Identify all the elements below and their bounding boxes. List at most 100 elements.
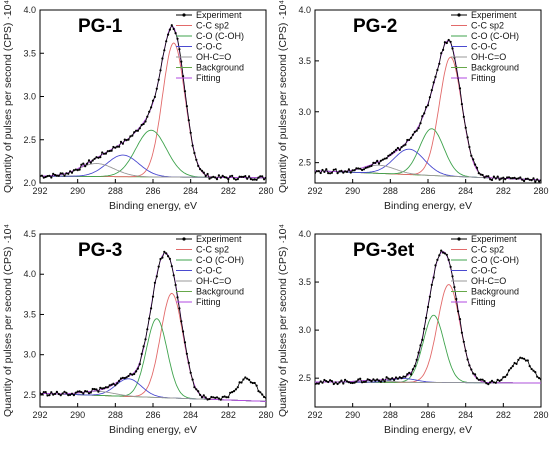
experiment-point [513, 361, 516, 365]
experiment-point [210, 176, 213, 179]
experiment-point [411, 368, 414, 371]
experiment-point [428, 295, 431, 298]
y-tick-label: 3.0 [23, 92, 36, 102]
experiment-point [72, 394, 75, 397]
experiment-point [161, 256, 164, 259]
experiment-point [498, 178, 501, 181]
experiment-point [440, 249, 443, 252]
experiment-point [421, 115, 424, 118]
experiment-point [485, 382, 488, 385]
experiment-point [319, 171, 322, 175]
experiment-point [87, 159, 91, 162]
experiment-point [487, 175, 490, 178]
legend-marker-experiment [182, 237, 186, 241]
experiment-point [44, 391, 47, 394]
y-tick-label: 3.0 [298, 325, 311, 335]
experiment-point [524, 359, 527, 362]
experiment-point [180, 320, 183, 323]
x-tick-label: 290 [70, 186, 85, 196]
panel-pg-3: 292 290 288 286 284 282 280 2.5 3.0 3.5 4.0 4.5 Bind… [0, 224, 275, 448]
experiment-point [321, 168, 324, 172]
experiment-point [54, 392, 57, 395]
experiment-point [364, 380, 367, 383]
experiment-point [442, 48, 445, 52]
legend-label-c-o-c-oh: C-O (C-OH) [471, 255, 519, 265]
experiment-point [349, 171, 352, 174]
x-tick-label: 288 [108, 186, 123, 196]
experiment-point [462, 340, 465, 343]
experiment-point [150, 307, 153, 310]
experiment-point [193, 151, 196, 155]
experiment-point [116, 145, 119, 148]
experiment-point [483, 176, 486, 179]
panel-pg-1: 292 290 288 286 284 282 280 2.0 2.5 3.0 3.5 4.0 Bind… [0, 0, 275, 224]
experiment-point [76, 169, 79, 172]
legend-label-experiment: Experiment [196, 234, 242, 244]
experiment-point [167, 255, 170, 258]
experiment-point [248, 175, 251, 178]
experiment-point [219, 398, 222, 401]
experiment-point [61, 392, 64, 395]
experiment-point [481, 173, 484, 177]
experiment-point [340, 169, 343, 172]
experiment-point [338, 381, 341, 384]
chart-svg: 292 290 288 286 284 282 280 2.5 3.0 3.5 4.0 Binding… [277, 224, 549, 436]
experiment-point [443, 252, 446, 255]
experiment-point [112, 382, 115, 385]
experiment-point [97, 156, 100, 159]
experiment-point [334, 168, 337, 171]
y-tick-label: 3.5 [23, 309, 36, 319]
experiment-point [366, 378, 369, 381]
experiment-point [232, 177, 236, 180]
x-tick-label: 290 [345, 186, 360, 196]
experiment-point [458, 87, 462, 90]
experiment-point [131, 134, 134, 137]
y-tick-label: 4.5 [23, 229, 36, 239]
experiment-point [102, 387, 106, 390]
x-tick-label: 292 [32, 186, 47, 196]
experiment-point [426, 104, 430, 107]
experiment-point [97, 390, 100, 393]
experiment-point [212, 175, 215, 178]
experiment-point [338, 170, 341, 173]
experiment-point [379, 159, 382, 162]
experiment-point [121, 142, 124, 145]
experiment-point [151, 295, 155, 298]
experiment-point [119, 377, 123, 380]
x-axis-label: Binding energy, eV [384, 424, 472, 436]
experiment-point [54, 173, 57, 177]
experiment-point [408, 138, 411, 141]
x-tick-label: 280 [533, 410, 548, 420]
experiment-point [87, 392, 91, 395]
experiment-point [249, 178, 252, 181]
experiment-point [430, 283, 433, 286]
experiment-point [494, 177, 497, 180]
experiment-point [391, 377, 394, 380]
experiment-point [146, 328, 149, 331]
legend-label-oh-c-o: OH-C=O [196, 52, 231, 62]
experiment-point [185, 352, 188, 355]
x-tick-label: 292 [307, 410, 322, 420]
x-axis-label: Binding energy, eV [384, 200, 472, 212]
experiment-point [500, 378, 503, 381]
experiment-point [389, 378, 392, 381]
x-tick-label: 282 [496, 186, 511, 196]
experiment-point [425, 106, 428, 109]
x-tick-label: 284 [183, 410, 198, 420]
experiment-point [101, 387, 104, 390]
experiment-point [40, 174, 42, 178]
experiment-point [234, 388, 237, 391]
experiment-point [342, 171, 345, 174]
experiment-point [104, 152, 107, 155]
experiment-point [159, 69, 162, 72]
experiment-point [52, 393, 55, 396]
experiment-point [475, 377, 479, 380]
experiment-point [393, 150, 396, 153]
experiment-point [423, 327, 426, 330]
experiment-point [138, 363, 141, 366]
experiment-point [202, 171, 205, 174]
chart-title: PG-3et [353, 240, 415, 261]
experiment-point [40, 174, 44, 177]
experiment-point [95, 156, 98, 159]
experiment-point [208, 177, 211, 180]
